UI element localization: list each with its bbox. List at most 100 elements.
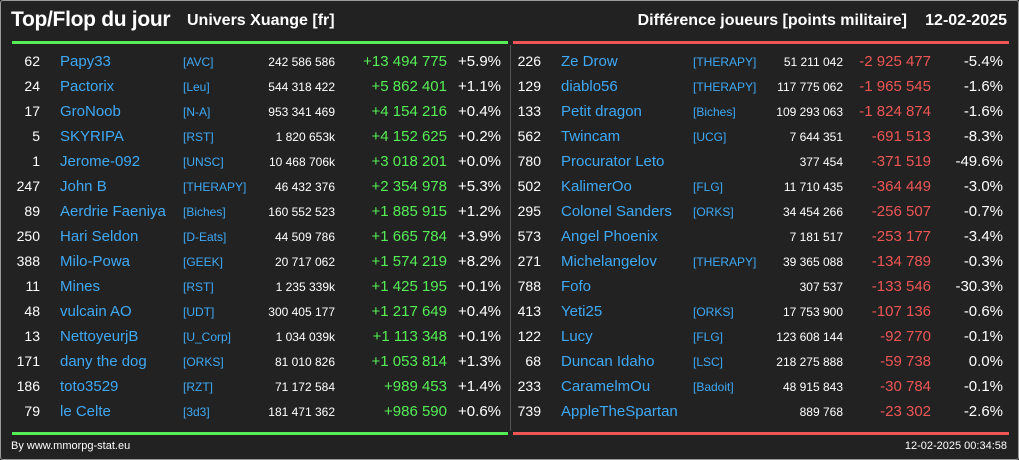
player-link[interactable]: Angel Phoenix <box>561 228 658 245</box>
alliance-link[interactable]: [D-Eats] <box>183 230 227 244</box>
player-link[interactable]: vulcain AO <box>60 303 132 320</box>
alliance-link[interactable]: [3d3] <box>183 405 210 419</box>
column-divider <box>510 45 511 431</box>
alliance-link[interactable]: [ORKS] <box>693 305 734 319</box>
player-link[interactable]: Colonel Sanders <box>561 203 672 220</box>
rank-value: 171 <box>16 353 40 369</box>
list-item: 68 Duncan Idaho [LSC] 218 275 888 -59 738 0.0… <box>512 349 1009 374</box>
player-link[interactable]: Twincam <box>561 128 621 145</box>
alliance-link[interactable]: [UCG] <box>693 130 727 144</box>
rank-value: 413 <box>517 303 541 319</box>
points-value: 81 010 826 <box>274 355 335 369</box>
list-item: 271 Michelangelov [THERAPY] 39 365 088 -134 … <box>512 249 1009 274</box>
percent-value: -8.3% <box>963 128 1003 145</box>
player-link[interactable]: Jerome-092 <box>60 153 141 170</box>
points-value: 1 235 339k <box>275 280 335 294</box>
alliance-link[interactable]: [RST] <box>183 130 214 144</box>
alliance-link[interactable]: [THERAPY] <box>693 255 757 269</box>
list-item: 226 Ze Drow [THERAPY] 51 211 042 -2 925 477 -… <box>512 49 1009 74</box>
diff-value: -691 513 <box>871 128 931 145</box>
alliance-link[interactable]: [Biches] <box>693 105 736 119</box>
diff-value: +986 590 <box>384 403 447 420</box>
alliance-link[interactable]: [THERAPY] <box>693 80 757 94</box>
player-link[interactable]: toto3529 <box>60 378 119 395</box>
rank-value: 79 <box>24 403 40 419</box>
alliance-link[interactable]: [RST] <box>183 280 214 294</box>
alliance-link[interactable]: [Biches] <box>183 205 226 219</box>
list-item: 122 Lucy [FLG] 123 608 144 -92 770 -0.1% <box>512 324 1009 349</box>
player-link[interactable]: SKYRIPA <box>60 128 124 145</box>
player-link[interactable]: NettoyeurjB <box>60 328 139 345</box>
list-item: 247 John B [THERAPY] 46 432 376 +2 354 978 +5… <box>11 174 508 199</box>
player-link[interactable]: dany the dog <box>60 353 147 370</box>
top-list: 62 Papy33 [AVC] 242 586 586 +13 494 775 +5.9%… <box>11 49 508 424</box>
diff-value: -30 784 <box>880 378 931 395</box>
diff-value: +1 574 219 <box>371 253 448 270</box>
percent-value: -2.6% <box>963 403 1003 420</box>
header-date: 12-02-2025 <box>925 12 1007 29</box>
player-link[interactable]: Papy33 <box>60 53 111 70</box>
alliance-link[interactable]: [UNSC] <box>183 155 224 169</box>
alliance-link[interactable]: [LSC] <box>693 355 724 369</box>
rank-value: 271 <box>517 253 541 269</box>
rank-value: 68 <box>525 353 541 369</box>
player-link[interactable]: le Celte <box>60 403 111 420</box>
player-link[interactable]: Milo-Powa <box>60 253 131 270</box>
alliance-link[interactable]: [THERAPY] <box>693 55 757 69</box>
player-link[interactable]: diablo56 <box>561 78 618 95</box>
player-link[interactable]: Aerdrie Faeniya <box>60 203 166 220</box>
player-link[interactable]: Pactorix <box>60 78 115 95</box>
alliance-link[interactable]: [ORKS] <box>183 355 224 369</box>
list-item: 129 diablo56 [THERAPY] 117 775 062 -1 965 54… <box>512 74 1009 99</box>
alliance-link[interactable]: [Badoit] <box>693 380 734 394</box>
alliance-link[interactable]: [ORKS] <box>693 205 734 219</box>
alliance-link[interactable]: [UDT] <box>183 305 215 319</box>
rank-value: 250 <box>16 228 40 244</box>
alliance-link[interactable]: [AVC] <box>183 55 214 69</box>
alliance-link[interactable]: [GEEK] <box>183 255 224 269</box>
list-item: 171 dany the dog [ORKS] 81 010 826 +1 053 81… <box>11 349 508 374</box>
player-link[interactable]: Lucy <box>561 328 593 345</box>
alliance-link[interactable]: [N-A] <box>183 105 211 119</box>
rank-value: 133 <box>517 103 541 119</box>
player-link[interactable]: Hari Seldon <box>60 228 139 245</box>
list-item: 502 KalimerOo [FLG] 11 710 435 -364 449 -3.0% <box>512 174 1009 199</box>
player-link[interactable]: AppleTheSpartan <box>561 403 678 420</box>
player-link[interactable]: Procurator Leto <box>561 153 665 170</box>
diff-value: +1 425 195 <box>371 278 448 295</box>
points-value: 48 915 843 <box>782 380 843 394</box>
alliance-link[interactable]: [FLG] <box>693 330 724 344</box>
percent-value: -3.4% <box>963 228 1003 245</box>
points-value: 46 432 376 <box>274 180 335 194</box>
alliance-link[interactable]: [FLG] <box>693 180 724 194</box>
player-link[interactable]: Fofo <box>561 278 592 295</box>
player-link[interactable]: Petit dragon <box>561 103 642 120</box>
rank-value: 233 <box>517 378 541 394</box>
player-link[interactable]: CaramelmOu <box>561 378 651 395</box>
points-value: 7 644 351 <box>789 130 843 144</box>
player-link[interactable]: KalimerOo <box>561 178 632 195</box>
rank-value: 5 <box>32 128 40 144</box>
diff-value: -1 824 874 <box>859 103 931 120</box>
diff-value: +5 862 401 <box>371 78 448 95</box>
rank-value: 780 <box>517 153 541 169</box>
player-link[interactable]: Duncan Idaho <box>561 353 655 370</box>
diff-value: +1 113 348 <box>372 328 447 345</box>
player-link[interactable]: Mines <box>60 278 101 295</box>
player-link[interactable]: Yeti25 <box>561 303 603 320</box>
alliance-link[interactable]: [U_Corp] <box>183 330 232 344</box>
rank-value: 122 <box>517 328 541 344</box>
player-link[interactable]: John B <box>60 178 107 195</box>
list-item: 562 Twincam [UCG] 7 644 351 -691 513 -8.3% <box>512 124 1009 149</box>
player-link[interactable]: Ze Drow <box>561 53 618 70</box>
header: Top/Flop du jour Univers Xuange [fr] Dif… <box>1 1 1018 39</box>
player-link[interactable]: GroNoob <box>60 103 121 120</box>
player-link[interactable]: Michelangelov <box>561 253 657 270</box>
alliance-link[interactable]: [THERAPY] <box>183 180 247 194</box>
footer-source: By www.mmorpg-stat.eu <box>11 440 131 452</box>
rank-value: 1 <box>32 153 40 169</box>
alliance-link[interactable]: [RZT] <box>183 380 213 394</box>
footer-timestamp: 12-02-2025 00:34:58 <box>904 440 1007 452</box>
alliance-link[interactable]: [Leu] <box>183 80 210 94</box>
rank-value: 129 <box>517 78 541 94</box>
